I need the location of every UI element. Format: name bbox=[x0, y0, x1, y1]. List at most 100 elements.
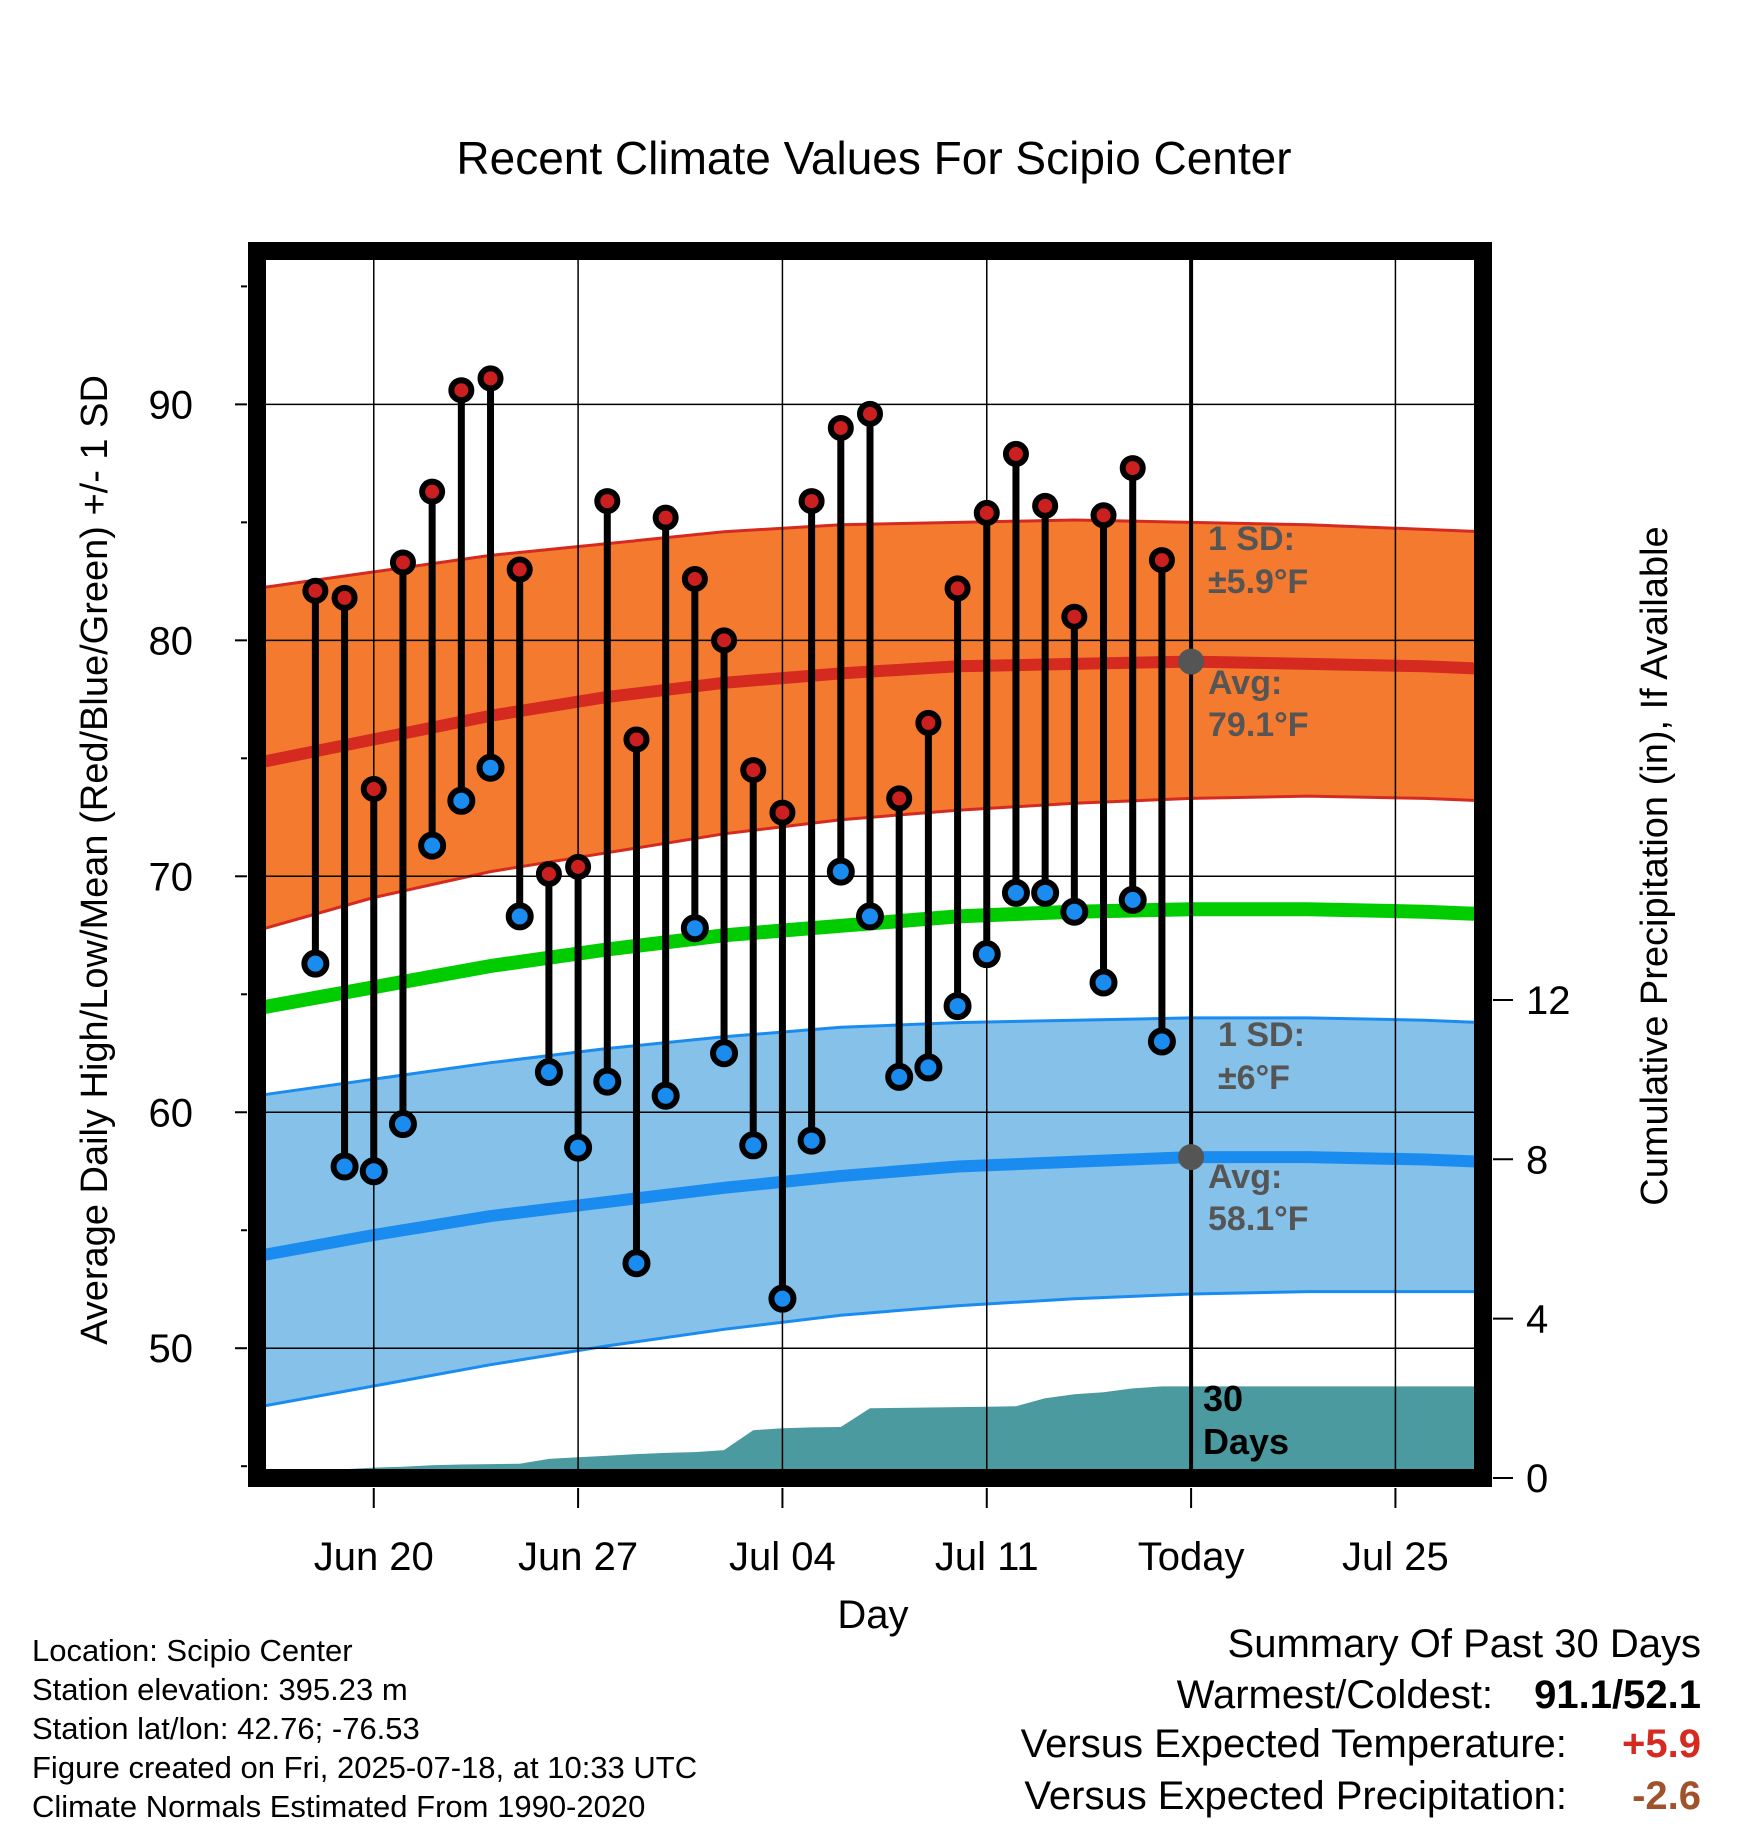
high-marker bbox=[594, 488, 621, 515]
low-sd-band bbox=[257, 1017, 1483, 1408]
footer-latlon: Station lat/lon: 42.76; -76.53 bbox=[32, 1711, 420, 1746]
high-marker bbox=[886, 785, 913, 812]
low-marker bbox=[1118, 885, 1147, 914]
y-left-tick-label: 80 bbox=[149, 619, 194, 663]
high-marker bbox=[827, 414, 854, 441]
low-sd-title: 1 SD: bbox=[1218, 1016, 1305, 1054]
high-marker bbox=[1032, 492, 1059, 519]
low-marker bbox=[534, 1058, 563, 1087]
low-marker bbox=[388, 1110, 417, 1139]
low-avg-line bbox=[255, 1151, 1484, 1263]
low-marker bbox=[330, 1152, 359, 1181]
low-marker bbox=[768, 1284, 797, 1313]
low-marker bbox=[739, 1131, 768, 1160]
low-marker bbox=[710, 1039, 739, 1068]
high-sd-value: ±5.9°F bbox=[1208, 563, 1308, 601]
high-marker bbox=[506, 556, 533, 583]
y-right-tick-label: 12 bbox=[1526, 979, 1571, 1023]
high-marker bbox=[973, 499, 1000, 526]
plot-frame bbox=[248, 242, 1492, 1487]
high-marker bbox=[623, 726, 650, 753]
summary-temp-label: Versus Expected Temperature: bbox=[1020, 1722, 1567, 1766]
today-high-avg-marker bbox=[1178, 648, 1205, 675]
summary-precip-value: -2.6 bbox=[1632, 1774, 1701, 1818]
summary-title: Summary Of Past 30 Days bbox=[1227, 1622, 1701, 1666]
summary-precip-row: Versus Expected Precipitation: -2.6 bbox=[1024, 1774, 1701, 1819]
y-axis-right-label: Cumulative Precipitation (in), If Availa… bbox=[1634, 526, 1676, 1205]
high-marker bbox=[1090, 502, 1117, 529]
low-marker bbox=[301, 949, 330, 978]
low-marker bbox=[972, 940, 1001, 969]
low-avg-value: 58.1°F bbox=[1208, 1200, 1309, 1238]
low-marker bbox=[680, 914, 709, 943]
high-marker bbox=[915, 709, 942, 736]
footer-elevation: Station elevation: 395.23 m bbox=[32, 1672, 408, 1707]
y-left-tick-label: 50 bbox=[149, 1327, 194, 1371]
high-marker bbox=[1119, 455, 1146, 482]
low-marker bbox=[1001, 878, 1030, 907]
high-avg-value: 79.1°F bbox=[1208, 706, 1309, 744]
x-tick-label: Jul 25 bbox=[1342, 1535, 1449, 1579]
low-marker bbox=[797, 1126, 826, 1155]
high-marker bbox=[681, 565, 708, 592]
high-marker bbox=[565, 853, 592, 880]
high-marker bbox=[1002, 440, 1029, 467]
today-low-avg-marker bbox=[1178, 1144, 1205, 1171]
low-marker bbox=[1089, 968, 1118, 997]
summary-warmest-label: Warmest/Coldest: bbox=[1176, 1673, 1494, 1717]
x-axis-label: Day bbox=[837, 1593, 908, 1637]
x-tick-label: Jun 20 bbox=[314, 1535, 434, 1579]
low-marker bbox=[418, 831, 447, 860]
low-marker bbox=[1031, 878, 1060, 907]
high-marker bbox=[1061, 603, 1088, 630]
high-marker bbox=[302, 577, 329, 604]
footer-normals: Climate Normals Estimated From 1990-2020 bbox=[32, 1789, 646, 1824]
high-marker bbox=[857, 400, 883, 427]
footer-created: Figure created on Fri, 2025-07-18, at 10… bbox=[32, 1750, 698, 1785]
low-sd-lower-line bbox=[256, 1290, 1483, 1409]
low-marker bbox=[885, 1062, 914, 1091]
low-marker bbox=[856, 902, 884, 931]
precip-area bbox=[257, 1386, 1483, 1478]
low-marker bbox=[1147, 1027, 1176, 1056]
y-right-tick-label: 4 bbox=[1526, 1298, 1548, 1342]
low-avg-title: Avg: bbox=[1208, 1158, 1282, 1196]
high-sd-title: 1 SD: bbox=[1208, 520, 1295, 558]
summary-temp-row: Versus Expected Temperature: +5.9 bbox=[1021, 1722, 1701, 1767]
y-axis-left-label: Average Daily High/Low/Mean (Red/Blue/Gr… bbox=[74, 375, 116, 1345]
high-marker bbox=[769, 799, 796, 826]
low-marker bbox=[359, 1157, 388, 1186]
high-marker bbox=[1148, 547, 1175, 574]
high-marker bbox=[448, 377, 475, 404]
high-marker bbox=[535, 860, 562, 887]
high-marker bbox=[798, 488, 825, 515]
high-marker bbox=[419, 478, 446, 505]
low-marker bbox=[651, 1081, 680, 1110]
days-count: 30 bbox=[1203, 1378, 1243, 1419]
x-tick-label: Jun 27 bbox=[518, 1535, 638, 1579]
low-marker bbox=[476, 753, 505, 782]
y-left-tick-label: 90 bbox=[149, 383, 194, 427]
y-right-tick-label: 0 bbox=[1526, 1457, 1548, 1501]
y-left-tick-label: 60 bbox=[149, 1091, 194, 1135]
low-marker bbox=[943, 992, 972, 1021]
low-marker bbox=[505, 902, 534, 931]
high-avg-line bbox=[255, 655, 1484, 769]
footer-location: Location: Scipio Center bbox=[32, 1633, 353, 1668]
low-marker bbox=[622, 1249, 651, 1278]
high-avg-title: Avg: bbox=[1208, 664, 1282, 702]
y-left-tick-label: 70 bbox=[149, 855, 194, 899]
x-tick-label: Jul 11 bbox=[935, 1535, 1039, 1579]
summary-precip-label: Versus Expected Precipitation: bbox=[1024, 1774, 1567, 1818]
high-marker bbox=[740, 757, 767, 784]
y-right-tick-label: 8 bbox=[1526, 1138, 1548, 1182]
low-marker bbox=[447, 786, 476, 815]
summary-temp-value: +5.9 bbox=[1622, 1722, 1701, 1766]
days-label: Days bbox=[1203, 1421, 1289, 1462]
high-marker bbox=[477, 365, 504, 392]
low-marker bbox=[914, 1053, 943, 1082]
low-marker bbox=[826, 857, 855, 886]
x-tick-label: Today bbox=[1138, 1535, 1245, 1579]
high-marker bbox=[331, 584, 358, 611]
